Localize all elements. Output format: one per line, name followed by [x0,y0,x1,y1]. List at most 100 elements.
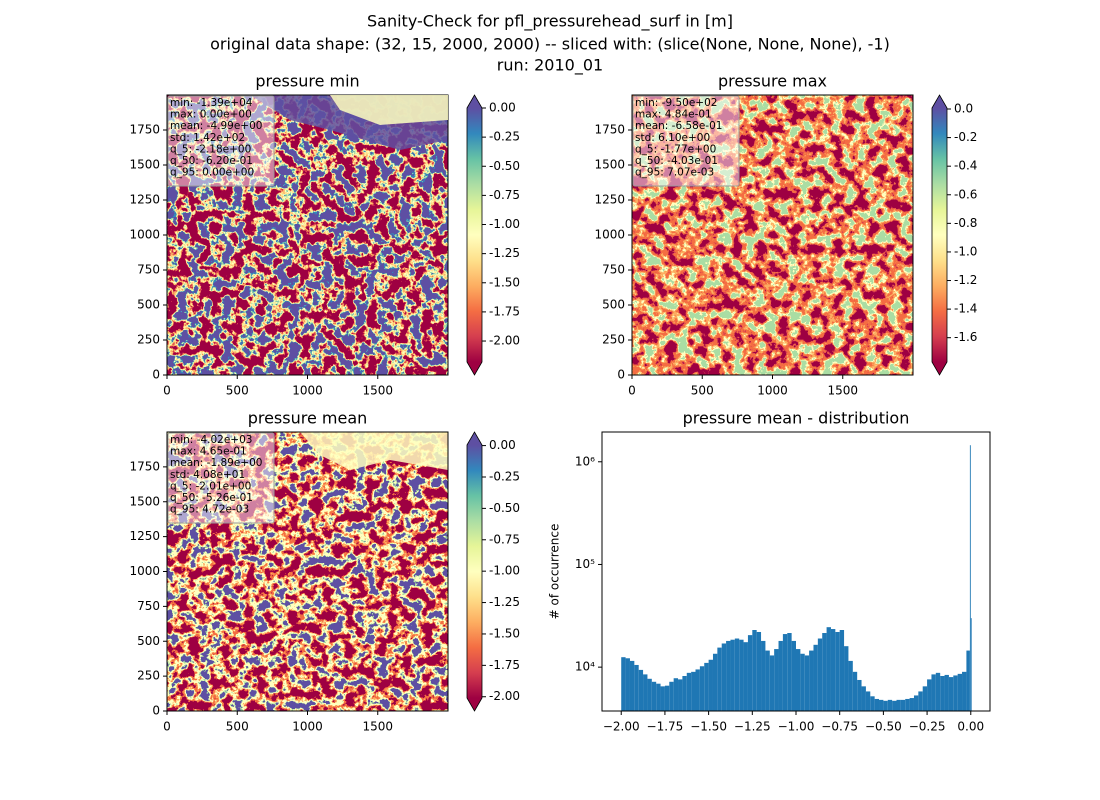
y-tick-label: 1250 [129,193,160,207]
y-tick-label: 250 [137,333,160,347]
colorbar-tick-label: -1.75 [489,304,520,318]
axes-frame [631,94,914,376]
stats-line: mean: -6.58e-01 [635,120,722,132]
colorbar-tick-label: -0.50 [489,159,520,173]
colorbar-tick-label: -1.25 [489,595,520,609]
x-tick-label: 1500 [362,720,393,734]
histogram-bar [629,660,635,711]
histogram-bar [848,660,853,711]
y-axis-label: # of occurrence [548,524,562,620]
histogram-bar [787,633,792,711]
histogram-bar [638,669,644,711]
histogram-bar [966,650,970,711]
histogram-bar [730,639,735,711]
x-tick-label: 0 [163,720,171,734]
histogram-bar [621,657,626,711]
histogram-bar [931,674,936,711]
histogram-bar [804,655,810,711]
stats-line: max: 4.84e-01 [635,109,712,121]
stats-box-bg [167,95,275,187]
stats-line: q_95: 4.72e-03 [170,504,249,516]
histogram-bar [791,640,796,711]
y-tick-label: 750 [137,263,160,277]
panel-title: pressure max [718,72,827,91]
histogram-bar [905,698,910,711]
colorbar-tick-label: -2.00 [489,334,520,348]
histogram-bar [678,679,683,711]
x-tick-label: 500 [226,384,249,398]
histogram-bar [857,679,862,711]
y-tick-label: 10⁵ [575,557,595,571]
x-tick-label: −1.00 [778,720,815,734]
heatmap-region [300,432,448,470]
colorbar-tick-label: -0.4 [954,159,977,173]
x-tick-label: −0.50 [865,720,902,734]
histogram-bar [870,696,875,711]
histogram-bar [896,699,901,711]
y-tick-label: 500 [137,298,160,312]
y-tick-label: 10⁶ [575,454,595,468]
colorbar-extend [467,95,482,108]
stats-line: q_5: -2.18e+00 [170,143,251,155]
x-tick-label: 500 [691,384,714,398]
y-tick-label: 1500 [594,158,625,172]
colorbar-tick-label: -1.00 [489,217,520,231]
histogram-bar [686,672,692,711]
x-tick-label: −0.25 [909,720,946,734]
histogram-bar [625,658,630,711]
x-tick-label: −1.50 [690,720,727,734]
y-tick-label: 0 [152,368,160,382]
y-tick-label: 500 [602,298,625,312]
histogram-bar [717,647,722,711]
y-tick-label: 1750 [594,123,625,137]
histogram-bar [712,653,718,711]
stats-line: q_50: -5.26e-01 [170,492,253,504]
colorbar-extend [467,698,482,711]
histogram-bar [691,671,696,711]
histogram-bar [909,698,914,711]
colorbar [467,108,482,362]
histogram-bar [913,695,919,711]
colorbar-frame [931,94,948,376]
colorbar-tick-label: -0.8 [954,216,977,230]
colorbar-extend [932,362,947,375]
colorbar-tick-label: -0.75 [489,188,520,202]
histogram-bar [796,649,801,711]
histogram-bar [664,685,670,711]
histogram-bar [704,662,709,711]
y-tick-label: 1500 [129,494,160,508]
histogram-bar [879,699,884,711]
histogram-bar [813,644,818,711]
histogram-bar [756,631,762,711]
colorbar-tick-label: 0.0 [954,102,973,116]
y-tick-label: 1750 [129,123,160,137]
histogram-bar [761,640,766,711]
histogram-bar [682,675,687,711]
x-tick-label: −1.25 [734,720,771,734]
histogram-bar [969,445,971,711]
colorbar-tick-label: -0.6 [954,187,977,201]
stats-line: q_50: -4.03e-01 [635,155,718,167]
stats-box-bg [167,432,275,524]
y-tick-label: 1750 [129,459,160,473]
stats-line: q_5: -2.01e+00 [170,480,251,492]
colorbar-tick-label: -0.50 [489,501,520,515]
histogram-bar [927,679,932,711]
x-tick-label: 1000 [292,384,323,398]
histogram-bar [962,671,967,711]
stats-line: std: 1.42e+02 [170,132,245,144]
x-tick-label: −1.75 [647,720,684,734]
stats-line: mean: -4.99e+00 [170,120,262,132]
histogram-bar [752,629,757,711]
y-tick-label: 750 [602,263,625,277]
stats-line: q_95: 0.00e+00 [170,167,254,179]
histogram-bar [865,691,871,711]
y-tick-label: 1250 [129,529,160,543]
histogram-bar [656,683,661,711]
colorbar-tick-label: -1.50 [489,626,520,640]
y-tick-label: 1000 [129,564,160,578]
panel-title: pressure mean [248,409,368,428]
histogram-bar [647,678,652,711]
